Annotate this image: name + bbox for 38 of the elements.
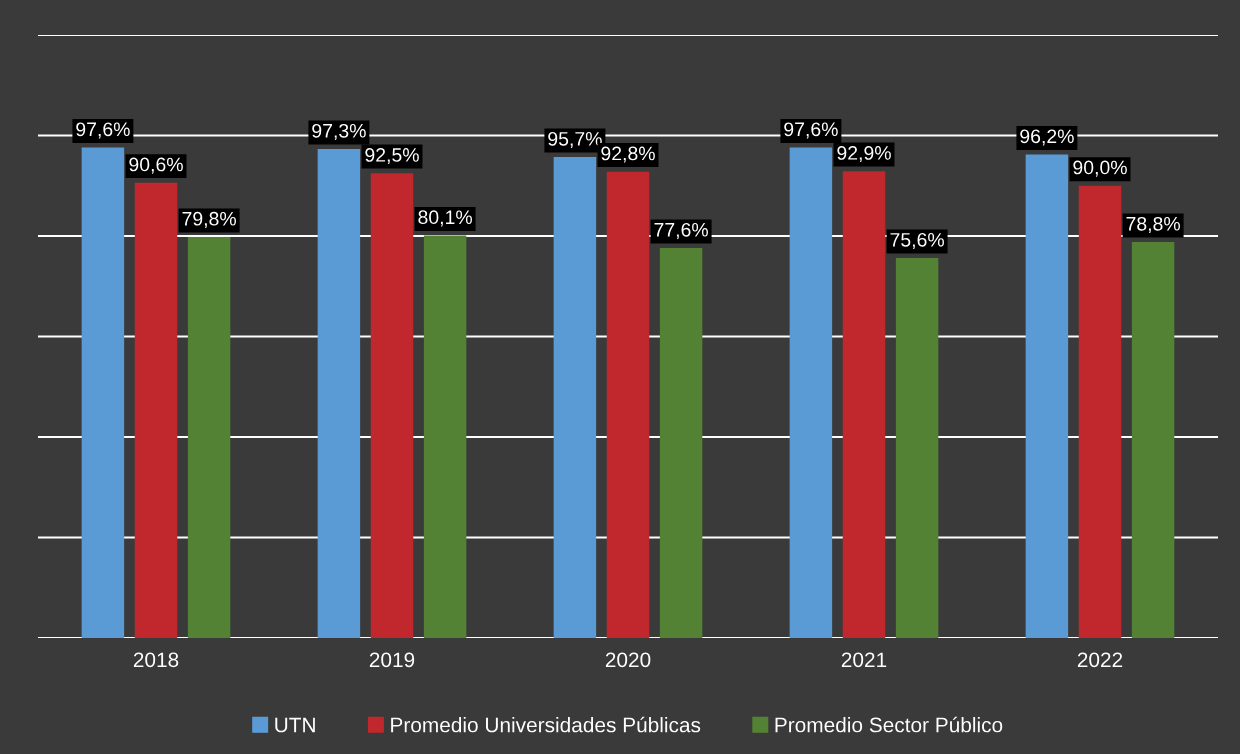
data-label: 79,8% bbox=[182, 211, 236, 228]
bar bbox=[606, 171, 650, 638]
legend-label: Promedio Sector Público bbox=[775, 716, 1003, 733]
x-tick-label: 2019 bbox=[369, 652, 415, 668]
x-tick-label: 2022 bbox=[1077, 652, 1123, 668]
data-label: 92,5% bbox=[365, 148, 419, 165]
data-label: 92,8% bbox=[601, 146, 655, 163]
bar bbox=[423, 235, 467, 638]
data-label: 92,9% bbox=[837, 146, 891, 163]
data-label: 78,8% bbox=[1126, 216, 1180, 233]
data-label: 90,0% bbox=[1073, 160, 1127, 177]
bar bbox=[134, 182, 178, 638]
bar bbox=[659, 248, 703, 638]
data-label: 75,6% bbox=[890, 232, 944, 250]
data-label: 96,2% bbox=[1020, 129, 1074, 146]
data-label: 97,6% bbox=[76, 122, 130, 139]
data-label: 95,7% bbox=[548, 131, 602, 149]
bar bbox=[1131, 242, 1175, 638]
data-label: 97,6% bbox=[784, 122, 838, 139]
bar bbox=[895, 258, 939, 638]
data-label: 97,3% bbox=[312, 123, 366, 140]
bar bbox=[789, 147, 833, 638]
legend-label: Promedio Universidades Públicas bbox=[391, 716, 701, 733]
x-tick-label: 2021 bbox=[841, 652, 887, 668]
legend-label: UTN bbox=[275, 717, 315, 733]
data-label: 90,6% bbox=[129, 157, 183, 174]
bar bbox=[317, 149, 361, 638]
bar bbox=[370, 173, 414, 638]
x-tick-label: 2018 bbox=[133, 652, 179, 668]
data-label: 77,6% bbox=[654, 222, 708, 239]
bar bbox=[553, 157, 597, 638]
bar bbox=[1078, 185, 1122, 638]
bar bbox=[187, 237, 231, 638]
bar bbox=[842, 171, 886, 638]
x-tick-label: 2020 bbox=[605, 652, 651, 668]
bar bbox=[81, 147, 125, 638]
data-label: 80,1% bbox=[418, 210, 472, 227]
bar bbox=[1025, 154, 1069, 638]
